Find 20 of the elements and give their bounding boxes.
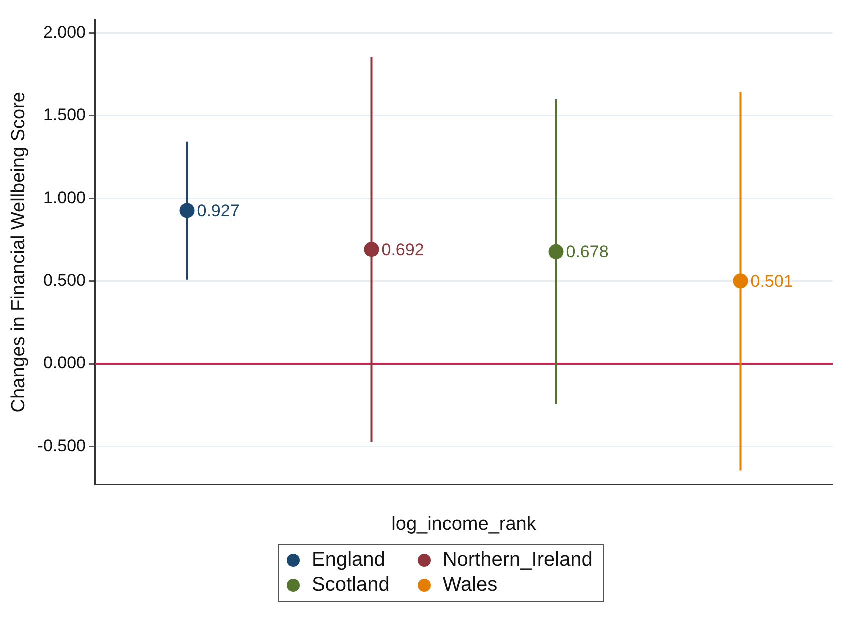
- legend-label: England: [312, 549, 386, 572]
- data-label: 0.927: [197, 201, 240, 220]
- data-label: 0.678: [566, 242, 609, 262]
- point: [733, 274, 748, 289]
- point: [548, 244, 564, 260]
- data-label: 0.501: [750, 272, 794, 291]
- point: [364, 242, 380, 258]
- legend-label: Scotland: [312, 574, 390, 597]
- y-tick-label: 0.500: [43, 271, 86, 290]
- y-tick-label: 1.500: [43, 106, 86, 125]
- y-tick-label: 0.000: [43, 354, 86, 373]
- y-tick-label: 2.000: [43, 22, 86, 42]
- y-axis-title: Changes in Financial Wellbeing Score: [8, 92, 30, 413]
- y-tick-label: 1.000: [43, 188, 86, 208]
- legend-label: Wales: [442, 574, 498, 597]
- y-tick-label: -0.500: [38, 436, 86, 456]
- data-label: 0.692: [382, 240, 424, 260]
- point: [180, 203, 195, 218]
- legend-label: Northern_Ireland: [442, 549, 593, 572]
- x-axis-title: log_income_rank: [392, 514, 537, 535]
